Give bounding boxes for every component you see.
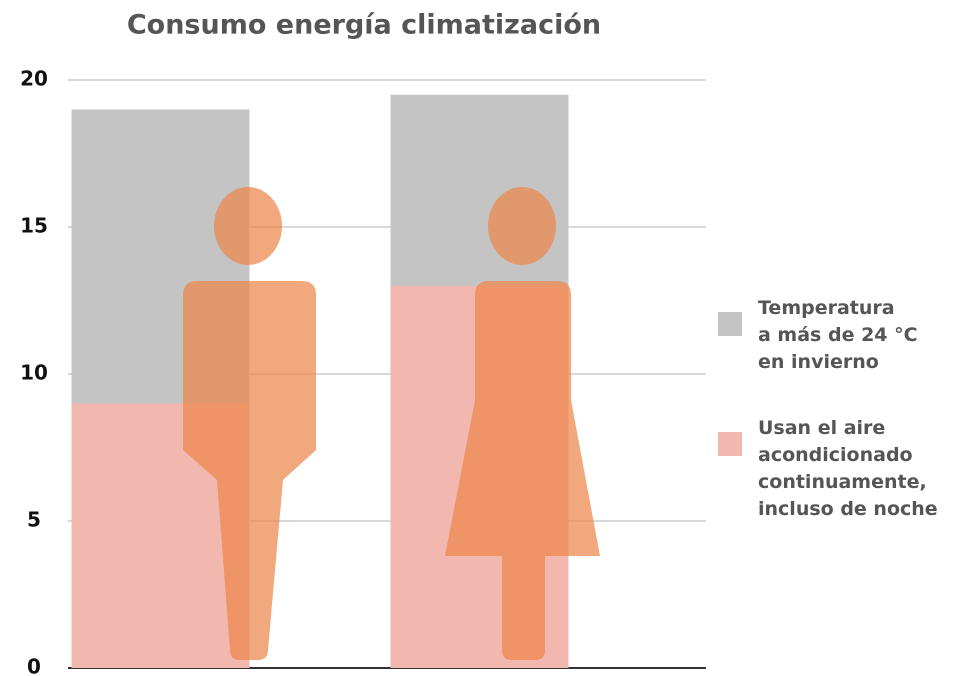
figures	[183, 187, 600, 660]
woman-head	[488, 187, 556, 265]
y-tick-label: 20	[20, 67, 48, 91]
legend-label: Temperatura a más de 24 °C en invierno	[758, 297, 918, 373]
legend-label: Usan el aire acondicionado continuamente…	[758, 417, 938, 520]
legend-swatch	[718, 432, 742, 456]
y-tick-label: 15	[20, 214, 48, 238]
y-tick-label: 0	[27, 655, 41, 676]
woman-body	[445, 281, 600, 660]
man-body	[183, 281, 316, 660]
chart-title: Consumo energía climatización	[127, 10, 601, 41]
grid: 0 5 10 15 20	[20, 67, 706, 676]
legend-swatch	[718, 312, 742, 336]
man-head	[214, 187, 282, 265]
y-tick-label: 10	[20, 361, 48, 385]
y-tick-label: 5	[27, 508, 41, 532]
